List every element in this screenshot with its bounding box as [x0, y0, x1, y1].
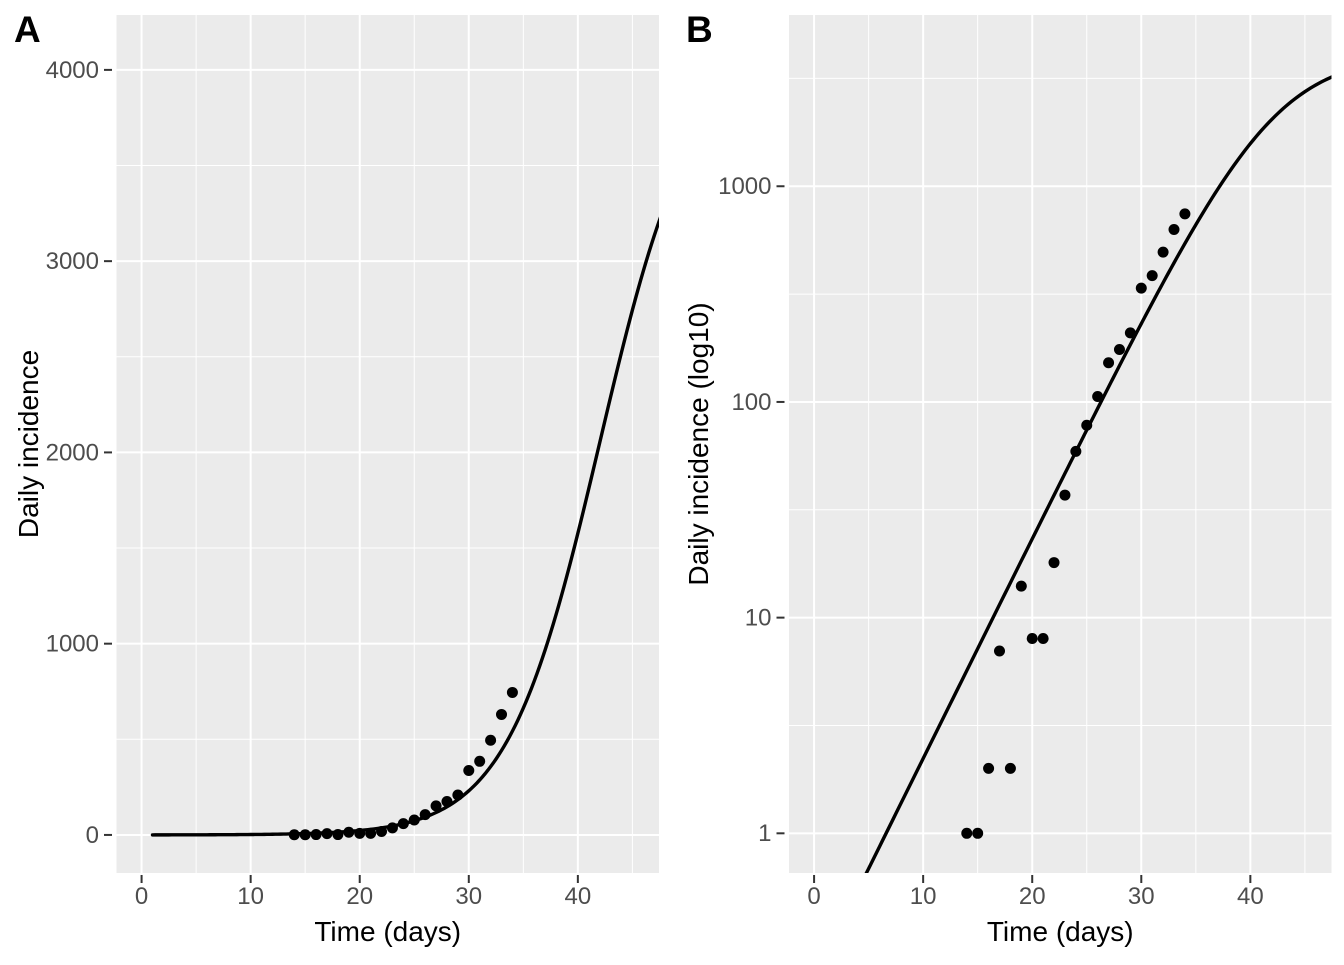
panel-a-data-point [365, 827, 377, 839]
panel-a-data-point [441, 795, 453, 807]
panel-b-x-tick-label: 30 [1128, 883, 1155, 910]
panel-b-data-point [1103, 357, 1115, 369]
panel-a-data-point [397, 818, 409, 830]
panel-b-data-point [1081, 419, 1093, 431]
panel-b-plot-area: 0 10 20 30 40 1 10 100 1000 [718, 15, 1332, 910]
panel-b-fit-curve-line [864, 75, 1332, 873]
panel-b-minor-gridlines [789, 15, 1332, 873]
panel-a-data-point [474, 755, 486, 767]
panel-b-data-point [1092, 390, 1104, 402]
panel-a-major-gridlines [116, 15, 659, 873]
panel-b: 0 10 20 30 40 1 10 100 1000 B Time (days) Daily … [683, 9, 1332, 947]
panel-b-axis-ticks: 0 10 20 30 40 1 10 100 1000 [718, 173, 1264, 910]
panel-a-plot-area: 0 10 20 30 40 0 1000 2000 3000 4000 [46, 15, 659, 910]
panel-b-data-point [1048, 557, 1060, 569]
panel-a-y-tick-label: 3000 [46, 248, 99, 275]
panel-b-data-point [1070, 445, 1082, 457]
panel-a-data-point [419, 809, 431, 821]
panel-b-tag: B [686, 9, 713, 50]
panel-a-data-point [506, 686, 518, 698]
panel-b-data-point [1179, 208, 1191, 220]
panel-a-fit-curve-line [150, 216, 659, 837]
panel-a-x-tick-label: 20 [346, 883, 373, 910]
panel-a-data-point [485, 734, 497, 746]
panel-a-y-tick-label: 4000 [46, 57, 99, 84]
panel-b-data-point [1124, 327, 1136, 339]
panel-a-data-point [408, 814, 420, 826]
panel-b-data-point [994, 645, 1005, 657]
panel-a-y-tick-label: 2000 [46, 439, 99, 466]
panel-b-y-axis-title: Daily incidence (log10) [683, 302, 714, 585]
panel-b-data-points [961, 208, 1191, 839]
panel-a-y-tick-label: 1000 [46, 631, 99, 658]
panel-a-y-tick-label: 0 [86, 822, 99, 849]
panel-a-x-tick-label: 30 [455, 883, 482, 910]
panel-b-data-point [1146, 270, 1158, 282]
panel-a-data-point [343, 826, 355, 838]
panel-a-data-point [332, 829, 344, 841]
panel-a-data-point [496, 708, 508, 720]
panel-a-axis-ticks: 0 10 20 30 40 0 1000 2000 3000 4000 [46, 57, 592, 910]
panel-a-y-axis-title: Daily incidence [13, 350, 44, 538]
panel-b-x-axis-title: Time (days) [987, 916, 1134, 947]
panel-a-x-tick-label: 10 [237, 883, 264, 910]
panel-a-data-point [321, 828, 333, 840]
panel-a-data-point [299, 829, 311, 841]
panel-a-data-point [463, 764, 475, 776]
panel-a-data-point [430, 800, 442, 812]
panel-a-minor-gridlines [116, 15, 659, 873]
panel-b-data-point [1157, 246, 1169, 258]
panel-b-data-point [1026, 633, 1038, 645]
panel-a-data-point [386, 822, 398, 834]
panel-a-x-axis-title: Time (days) [314, 916, 461, 947]
panel-b-y-tick-label: 100 [731, 389, 771, 416]
panel-b-data-point [983, 762, 995, 774]
panel-a-data-point [376, 826, 388, 837]
panel-b-y-tick-label: 1000 [718, 173, 771, 200]
panel-b-x-tick-label: 40 [1237, 883, 1264, 910]
panel-b-x-tick-label: 0 [807, 883, 820, 910]
panel-b-data-point [1037, 633, 1049, 645]
panel-a-data-points [288, 686, 518, 841]
panel-b-data-point [972, 827, 984, 839]
panel-a-tag: A [14, 9, 41, 50]
panel-a: 0 10 20 30 40 0 1000 2000 3000 4000 A Time (days)… [13, 9, 659, 947]
panel-a-background [116, 15, 659, 873]
panel-b-data-point [1004, 762, 1016, 774]
panel-b-y-tick-label: 10 [745, 605, 772, 632]
panel-b-x-tick-label: 20 [1019, 883, 1046, 910]
panel-b-x-tick-label: 10 [910, 883, 937, 910]
panel-a-data-point [288, 829, 300, 841]
panel-a-data-point [452, 789, 464, 801]
panel-b-data-point [1015, 580, 1027, 592]
panel-a-data-point [310, 829, 322, 841]
panel-b-data-point [1113, 344, 1125, 356]
panel-b-data-point [1135, 282, 1147, 294]
panel-b-major-gridlines [789, 15, 1332, 873]
panel-b-data-point [1059, 489, 1071, 501]
panel-b-data-point [1168, 224, 1180, 236]
panel-a-x-tick-label: 0 [135, 883, 148, 910]
panel-b-data-point [961, 827, 973, 839]
panel-b-y-tick-label: 1 [758, 820, 771, 847]
panel-a-x-tick-label: 40 [565, 883, 592, 910]
panel-a-data-point [354, 827, 366, 839]
